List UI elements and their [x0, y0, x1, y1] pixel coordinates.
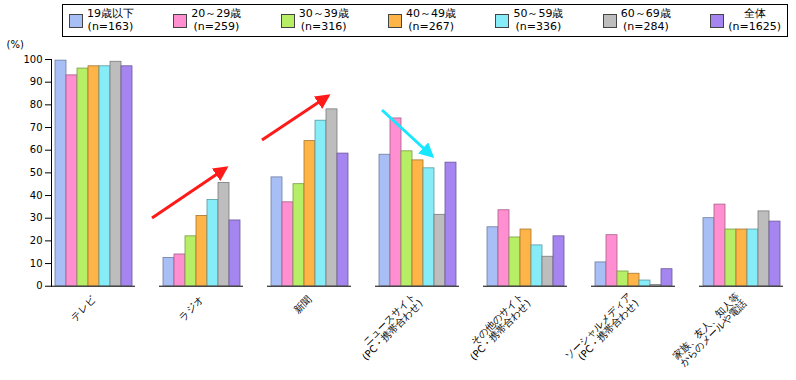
html-text:40～49歳 (n=267): 40～49歳 (n=267) — [406, 7, 457, 33]
svg-text:ニュースサイト(PC・携帯合わせ): ニュースサイト(PC・携帯合わせ) — [353, 291, 425, 363]
svg-text:ラジオ: ラジオ — [176, 294, 205, 323]
html-text:全体 (n=1625): 全体 (n=1625) — [728, 7, 781, 33]
svg-text:0: 0 — [36, 281, 42, 292]
svg-text:20: 20 — [30, 235, 43, 246]
svg-text:30: 30 — [30, 213, 43, 224]
svg-text:その他のサイト(PC・携帯合わせ): その他のサイト(PC・携帯合わせ) — [461, 291, 533, 363]
svg-text:80: 80 — [30, 99, 43, 110]
svg-text:40: 40 — [30, 190, 43, 201]
html-text:60～69歳 (n=284): 60～69歳 (n=284) — [620, 7, 671, 33]
svg-text:テレビ: テレビ — [68, 294, 98, 324]
svg-text:100: 100 — [23, 54, 42, 65]
html-text:50～59歳 (n=336): 50～59歳 (n=336) — [513, 7, 564, 33]
html-text:19歳以下 (n=163): 19歳以下 (n=163) — [87, 7, 134, 33]
svg-text:90: 90 — [30, 77, 43, 88]
svg-text:70: 70 — [30, 122, 43, 133]
svg-text:新聞: 新聞 — [291, 294, 313, 316]
svg-text:60: 60 — [30, 145, 43, 156]
svg-text:(%): (%) — [7, 39, 24, 50]
svg-text:家族、友人、知人等からのメールや電話: 家族、友人、知人等からのメールや電話 — [670, 291, 748, 369]
svg-text:50: 50 — [30, 167, 43, 178]
html-text:30～39歳 (n=316): 30～39歳 (n=316) — [298, 7, 349, 33]
svg-text:10: 10 — [30, 258, 43, 269]
html-text:20～29歳 (n=259): 20～29歳 (n=259) — [191, 7, 242, 33]
svg-text:ソーシャルメディア(PC・携帯合わせ): ソーシャルメディア(PC・携帯合わせ) — [562, 291, 641, 370]
